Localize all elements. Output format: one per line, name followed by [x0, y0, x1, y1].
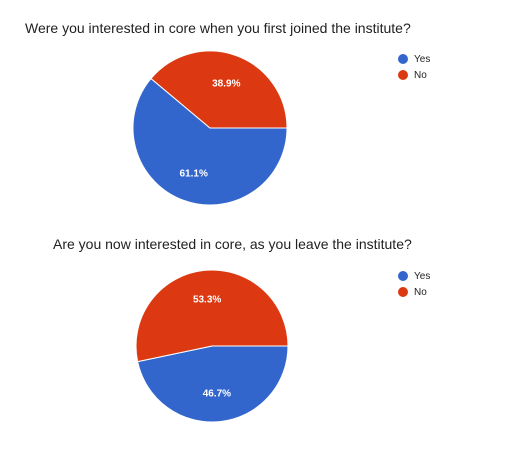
legend-label-yes: Yes — [414, 53, 431, 65]
legend-label-no: No — [414, 286, 427, 298]
pie-slice-no[interactable] — [150, 50, 288, 129]
pie-chart-first-joined: Were you interested in core when you fir… — [0, 0, 512, 225]
legend-label-yes: Yes — [414, 270, 431, 282]
legend-label-no: No — [414, 69, 427, 81]
legend-swatch-no — [398, 70, 408, 80]
legend-item-no[interactable]: No — [398, 67, 430, 83]
legend: Yes No — [398, 51, 430, 83]
chart-title: Were you interested in core when you fir… — [25, 20, 411, 36]
chart-title: Are you now interested in core, as you l… — [53, 236, 412, 252]
slice-label-no: 53.3% — [193, 295, 221, 306]
legend-swatch-yes — [398, 54, 408, 64]
legend-swatch-no — [398, 287, 408, 297]
slice-label-yes: 61.1% — [180, 168, 208, 179]
pie-slice-no[interactable] — [135, 269, 289, 363]
pie-chart-leaving: Are you now interested in core, as you l… — [0, 228, 512, 453]
pie-svg: 61.1% 38.9% — [132, 50, 288, 206]
legend-item-yes[interactable]: Yes — [398, 268, 430, 284]
legend-item-no[interactable]: No — [398, 284, 430, 300]
legend: Yes No — [398, 268, 430, 300]
pie-svg: 46.7% 53.3% — [135, 269, 289, 423]
pie-slice-yes[interactable] — [137, 345, 289, 423]
pie-slice-yes[interactable] — [132, 77, 288, 206]
legend-item-yes[interactable]: Yes — [398, 51, 430, 67]
slice-label-yes: 46.7% — [203, 388, 231, 399]
slice-label-no: 38.9% — [212, 79, 240, 90]
legend-swatch-yes — [398, 271, 408, 281]
